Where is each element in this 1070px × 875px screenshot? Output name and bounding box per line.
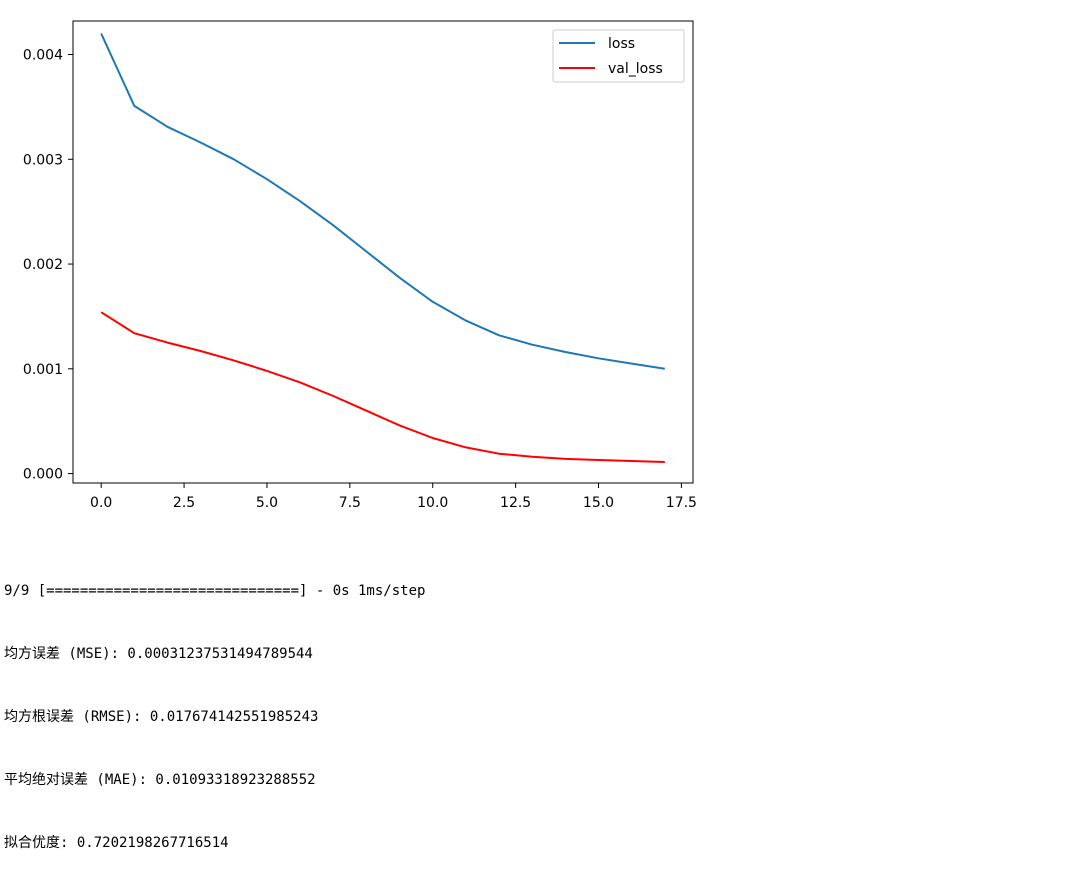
y-tick-label: 0.001 <box>23 362 63 378</box>
console-line-rmse: 均方根误差 (RMSE): 0.017674142551985243 <box>4 709 319 725</box>
console-line-r2: 拟合优度: 0.7202198267716514 <box>4 835 229 851</box>
loss-chart: 0.0 2.5 5.0 7.5 10.0 12.5 15.0 17.5 0.000 0.001 0.… <box>23 20 697 511</box>
plot-frame <box>72 20 694 484</box>
legend-label-loss: loss <box>608 36 635 52</box>
x-tick-label: 10.0 <box>417 495 448 511</box>
x-tick-label: 15.0 <box>583 495 614 511</box>
x-tick-label: 12.5 <box>500 495 531 511</box>
x-tick-label: 7.5 <box>339 495 361 511</box>
console-line-progress: 9/9 [==============================] - 0… <box>4 583 426 599</box>
x-tick-label: 5.0 <box>256 495 278 511</box>
x-tick-label: 2.5 <box>173 495 195 511</box>
x-tick-label: 17.5 <box>666 495 697 511</box>
y-tick-label: 0.004 <box>23 48 63 64</box>
series-line-loss <box>100 33 665 370</box>
legend-label-val-loss: val_loss <box>608 61 663 77</box>
console-output: 9/9 [==============================] - 0… <box>4 539 425 875</box>
y-tick-label: 0.000 <box>23 467 63 483</box>
console-line-mse: 均方误差 (MSE): 0.00031237531494789544 <box>4 646 313 662</box>
y-tick-label: 0.002 <box>23 257 63 273</box>
y-tick-label: 0.003 <box>23 152 63 168</box>
plot-background <box>73 21 693 483</box>
x-tick-label: 0.0 <box>90 495 112 511</box>
series-line-val-loss <box>100 311 665 463</box>
console-line-mae: 平均绝对误差 (MAE): 0.01093318923288552 <box>4 772 316 788</box>
